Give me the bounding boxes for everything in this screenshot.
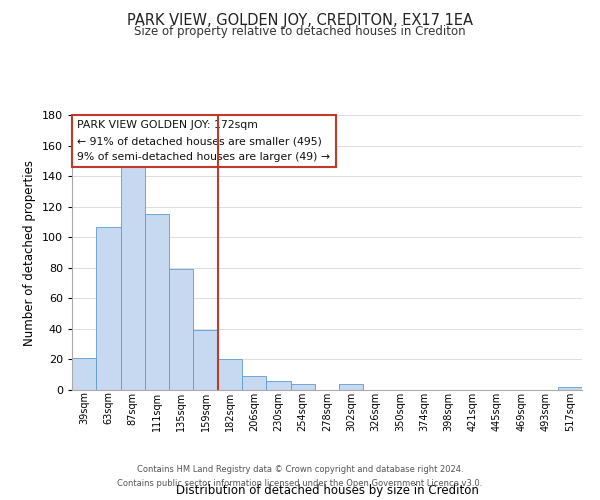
Bar	[266, 381, 290, 390]
Text: Size of property relative to detached houses in Crediton: Size of property relative to detached ho…	[134, 25, 466, 38]
Bar	[96, 226, 121, 390]
Bar	[121, 166, 145, 390]
Text: Contains HM Land Registry data © Crown copyright and database right 2024.
Contai: Contains HM Land Registry data © Crown c…	[118, 466, 482, 487]
Bar	[193, 330, 218, 390]
Bar	[72, 358, 96, 390]
Text: PARK VIEW GOLDEN JOY: 172sqm
← 91% of detached houses are smaller (495)
9% of se: PARK VIEW GOLDEN JOY: 172sqm ← 91% of de…	[77, 120, 330, 162]
X-axis label: Distribution of detached houses by size in Crediton: Distribution of detached houses by size …	[176, 484, 478, 496]
Bar	[169, 270, 193, 390]
Y-axis label: Number of detached properties: Number of detached properties	[23, 160, 36, 346]
Text: PARK VIEW, GOLDEN JOY, CREDITON, EX17 1EA: PARK VIEW, GOLDEN JOY, CREDITON, EX17 1E…	[127, 12, 473, 28]
Bar	[339, 384, 364, 390]
Bar	[242, 376, 266, 390]
Bar	[290, 384, 315, 390]
Bar	[145, 214, 169, 390]
Bar	[558, 387, 582, 390]
Bar	[218, 360, 242, 390]
